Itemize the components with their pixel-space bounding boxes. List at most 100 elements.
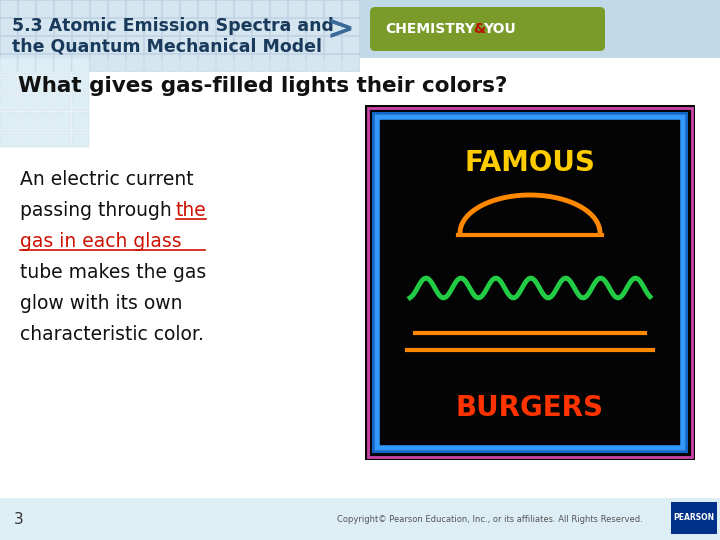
- Bar: [36, 76, 53, 93]
- Bar: [0, 112, 17, 129]
- Bar: [90, 54, 107, 71]
- Bar: [54, 36, 71, 53]
- Text: Copyright© Pearson Education, Inc., or its affiliates. All Rights Reserved.: Copyright© Pearson Education, Inc., or i…: [337, 516, 643, 524]
- Bar: [18, 58, 35, 75]
- Bar: [18, 94, 35, 111]
- Bar: [144, 18, 161, 35]
- Bar: [373, 113, 687, 452]
- Bar: [0, 18, 17, 35]
- Bar: [54, 130, 71, 147]
- Bar: [288, 18, 305, 35]
- Bar: [126, 18, 143, 35]
- Bar: [72, 130, 89, 147]
- Bar: [234, 0, 251, 17]
- Bar: [270, 36, 287, 53]
- Bar: [54, 94, 71, 111]
- Bar: [342, 18, 359, 35]
- Bar: [0, 130, 17, 147]
- Text: FAMOUS: FAMOUS: [464, 149, 595, 177]
- Bar: [18, 112, 35, 129]
- Bar: [72, 58, 89, 75]
- Bar: [72, 76, 89, 93]
- Bar: [216, 54, 233, 71]
- Bar: [72, 94, 89, 111]
- Bar: [365, 105, 695, 460]
- Bar: [198, 36, 215, 53]
- Bar: [180, 0, 197, 17]
- Bar: [0, 76, 17, 93]
- Bar: [108, 54, 125, 71]
- Bar: [671, 502, 717, 534]
- Bar: [126, 54, 143, 71]
- FancyBboxPatch shape: [370, 7, 605, 51]
- Text: gas in each glass: gas in each glass: [20, 232, 181, 251]
- Bar: [72, 36, 89, 53]
- Bar: [342, 36, 359, 53]
- Bar: [72, 0, 89, 17]
- Bar: [324, 54, 341, 71]
- Bar: [90, 36, 107, 53]
- Bar: [0, 58, 17, 75]
- Bar: [36, 130, 53, 147]
- Text: YOU: YOU: [484, 22, 516, 36]
- Bar: [0, 0, 17, 17]
- Bar: [234, 18, 251, 35]
- Bar: [306, 0, 323, 17]
- Bar: [198, 18, 215, 35]
- Bar: [252, 18, 269, 35]
- Bar: [377, 117, 683, 448]
- Bar: [144, 0, 161, 17]
- Bar: [36, 0, 53, 17]
- Bar: [54, 0, 71, 17]
- Bar: [252, 54, 269, 71]
- Bar: [72, 112, 89, 129]
- Text: passing through: passing through: [20, 201, 178, 220]
- Text: >: >: [326, 14, 354, 46]
- Text: the: the: [176, 201, 207, 220]
- Text: characteristic color.: characteristic color.: [20, 325, 204, 344]
- Bar: [342, 54, 359, 71]
- Bar: [72, 18, 89, 35]
- Bar: [306, 36, 323, 53]
- Bar: [108, 36, 125, 53]
- Bar: [270, 0, 287, 17]
- Bar: [162, 54, 179, 71]
- Bar: [306, 54, 323, 71]
- Bar: [180, 54, 197, 71]
- Bar: [72, 54, 89, 71]
- Bar: [108, 18, 125, 35]
- Bar: [0, 58, 720, 498]
- Bar: [144, 36, 161, 53]
- Bar: [198, 54, 215, 71]
- Bar: [18, 0, 35, 17]
- Bar: [288, 54, 305, 71]
- Bar: [162, 18, 179, 35]
- Bar: [324, 0, 341, 17]
- Bar: [144, 54, 161, 71]
- Bar: [90, 0, 107, 17]
- Text: tube makes the gas: tube makes the gas: [20, 263, 206, 282]
- Bar: [342, 0, 359, 17]
- Bar: [54, 76, 71, 93]
- Text: 3: 3: [14, 511, 24, 526]
- Bar: [36, 94, 53, 111]
- Bar: [288, 36, 305, 53]
- Bar: [270, 18, 287, 35]
- Text: 5.3 Atomic Emission Spectra and: 5.3 Atomic Emission Spectra and: [12, 17, 334, 35]
- Bar: [108, 0, 125, 17]
- Text: What gives gas-filled lights their colors?: What gives gas-filled lights their color…: [18, 76, 508, 96]
- Text: BURGERS: BURGERS: [456, 394, 604, 422]
- Bar: [54, 54, 71, 71]
- Bar: [18, 54, 35, 71]
- Bar: [306, 18, 323, 35]
- Bar: [0, 498, 720, 540]
- Bar: [18, 76, 35, 93]
- Text: CHEMISTRY: CHEMISTRY: [385, 22, 475, 36]
- Bar: [216, 36, 233, 53]
- Bar: [126, 0, 143, 17]
- Bar: [180, 36, 197, 53]
- Bar: [252, 36, 269, 53]
- Bar: [162, 36, 179, 53]
- Bar: [180, 18, 197, 35]
- Bar: [54, 18, 71, 35]
